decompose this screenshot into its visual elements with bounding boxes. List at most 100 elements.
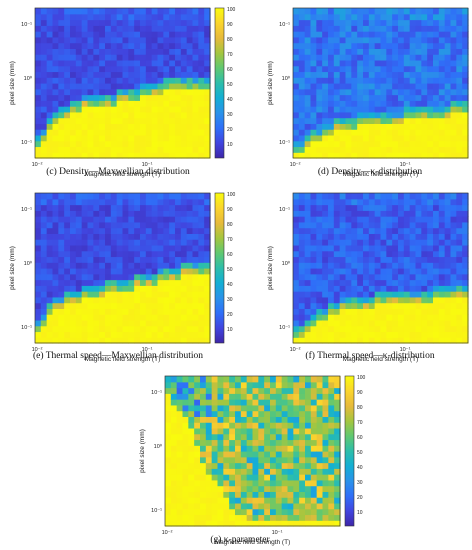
- heatmap-cell: [427, 273, 434, 281]
- heatmap-cell: [462, 106, 469, 113]
- heatmap-cell: [200, 485, 207, 492]
- heatmap-cell: [180, 106, 188, 113]
- heatmap-cell: [157, 117, 164, 124]
- heatmap-cell: [169, 48, 176, 55]
- heatmap-cell: [205, 439, 213, 446]
- heatmap-cell: [310, 520, 318, 527]
- heatmap-cell: [240, 462, 248, 469]
- heatmap-cell: [310, 204, 317, 211]
- heatmap-cell: [169, 279, 176, 286]
- heatmap-cell: [386, 83, 393, 90]
- heatmap-cell: [70, 36, 77, 44]
- heatmap-cell: [128, 193, 135, 200]
- heatmap-cell: [334, 474, 341, 481]
- heatmap-cell: [58, 273, 65, 281]
- heatmap-cell: [427, 129, 434, 136]
- heatmap-cell: [462, 296, 469, 304]
- heatmap-cell: [188, 485, 195, 492]
- heatmap-cell: [293, 502, 300, 510]
- heatmap-cell: [421, 25, 428, 32]
- heatmap-cell: [456, 250, 463, 258]
- heatmap-cell: [116, 285, 124, 292]
- heatmap-cell: [462, 8, 469, 15]
- heatmap-cell: [333, 250, 341, 258]
- heatmap-cell: [409, 117, 417, 124]
- heatmap-cell: [151, 256, 159, 263]
- heatmap-cell: [357, 337, 364, 344]
- heatmap-cell: [427, 198, 434, 206]
- heatmap-cell: [456, 302, 463, 309]
- heatmap-cell: [87, 111, 94, 119]
- heatmap-cell: [368, 239, 376, 246]
- heatmap-cell: [351, 54, 358, 61]
- heatmap-cell: [339, 123, 347, 130]
- heatmap-cell: [345, 111, 352, 119]
- heatmap-cell: [175, 8, 182, 15]
- heatmap-cell: [293, 319, 300, 327]
- heatmap-cell: [427, 106, 434, 113]
- heatmap-cell: [398, 239, 405, 246]
- heatmap-cell: [229, 404, 236, 412]
- heatmap-cell: [240, 485, 248, 492]
- heatmap-cell: [462, 100, 469, 107]
- heatmap-cell: [200, 381, 207, 389]
- heatmap-cell: [229, 427, 236, 435]
- heatmap-cell: [175, 111, 182, 119]
- heatmap-cell: [211, 491, 219, 498]
- heatmap-cell: [40, 94, 48, 101]
- heatmap-cell: [223, 451, 230, 458]
- heatmap-cell: [456, 331, 463, 338]
- heatmap-cell: [392, 273, 399, 281]
- heatmap-cell: [116, 227, 124, 234]
- heatmap-cell: [398, 25, 405, 32]
- heatmap-cell: [182, 445, 189, 452]
- heatmap-cell: [450, 319, 457, 327]
- heatmap-cell: [392, 244, 399, 252]
- heatmap-cell: [70, 262, 77, 269]
- heatmap-cell: [134, 256, 141, 263]
- heatmap-cell: [421, 71, 428, 78]
- heatmap-cell: [194, 433, 201, 441]
- heatmap-cell: [46, 123, 54, 130]
- heatmap-cell: [40, 31, 48, 38]
- heatmap-cell: [105, 83, 112, 90]
- heatmap-cell: [310, 325, 317, 333]
- heatmap-cell: [333, 279, 341, 286]
- heatmap-cell: [145, 152, 153, 159]
- heatmap-cell: [334, 445, 341, 452]
- heatmap-cell: [374, 221, 382, 229]
- heatmap-cell: [374, 13, 382, 21]
- heatmap-cell: [192, 123, 199, 130]
- heatmap-cell: [322, 19, 329, 26]
- heatmap-cell: [180, 94, 188, 101]
- heatmap-cell: [398, 331, 405, 338]
- heatmap-cell: [246, 491, 254, 498]
- heatmap-cell: [75, 71, 83, 78]
- heatmap-cell: [275, 468, 283, 475]
- heatmap-cell: [328, 94, 335, 101]
- heatmap-cell: [252, 439, 259, 446]
- heatmap-cell: [334, 376, 341, 383]
- heatmap-cell: [70, 250, 77, 258]
- heatmap-cell: [450, 48, 457, 55]
- heatmap-cell: [99, 152, 106, 159]
- heatmap-cell: [105, 227, 112, 234]
- heatmap-cell: [252, 376, 259, 383]
- heatmap-cell: [310, 13, 317, 21]
- heatmap-cell: [186, 83, 194, 90]
- heatmap-cell: [281, 381, 289, 389]
- heatmap-cell: [293, 244, 300, 252]
- heatmap-cell: [52, 42, 59, 49]
- heatmap-cell: [157, 221, 164, 229]
- heatmap-cell: [70, 25, 77, 32]
- heatmap-cell: [170, 485, 178, 492]
- heatmap-cell: [182, 502, 189, 510]
- heatmap-cell: [145, 59, 153, 67]
- heatmap-cell: [122, 244, 129, 252]
- heatmap-cell: [328, 256, 335, 263]
- heatmap-cell: [176, 468, 184, 475]
- heatmap-cell: [275, 439, 283, 446]
- heatmap-cell: [334, 485, 341, 492]
- heatmap-cell: [421, 325, 428, 333]
- heatmap-cell: [456, 146, 463, 153]
